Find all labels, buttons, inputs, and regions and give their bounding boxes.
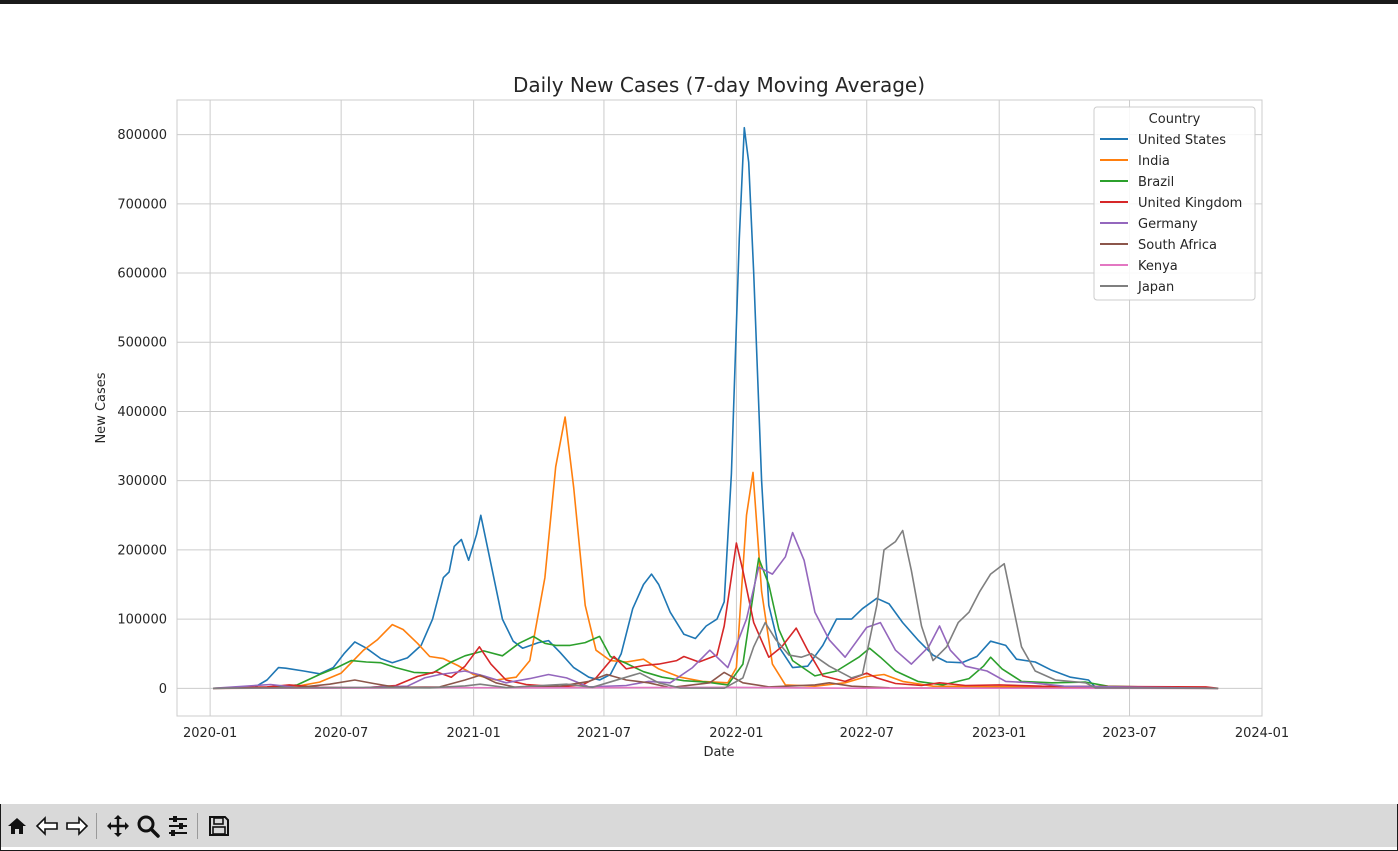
chart: 2020-01 2020-07 2021-01 2021-07 2022-01 2022-…	[94, 73, 1290, 760]
x-tick-label: 2022-01	[709, 726, 763, 741]
zoom-icon	[137, 815, 160, 838]
pan-button[interactable]	[104, 811, 132, 841]
series-line-brazil	[212, 557, 1219, 690]
y-tick-label: 200000	[117, 543, 167, 558]
legend-entry: Japan	[1137, 280, 1174, 295]
series-line-germany	[212, 531, 1219, 690]
x-tick-label: 2024-01	[1235, 726, 1289, 741]
y-tick-label: 500000	[117, 336, 167, 351]
y-tick-label: 300000	[117, 474, 167, 489]
legend-entry: United Kingdom	[1138, 196, 1242, 211]
toolbar-separator	[96, 812, 97, 839]
x-tick-label: 2021-01	[446, 726, 500, 741]
configure-subplots-button[interactable]	[164, 811, 192, 841]
series-group	[212, 126, 1219, 690]
chart-title: Daily New Cases (7-day Moving Average)	[513, 73, 925, 97]
forward-icon	[66, 815, 89, 836]
back-icon	[35, 815, 58, 836]
x-tick-label: 2023-01	[972, 726, 1026, 741]
pan-icon	[107, 814, 129, 837]
series-line-japan	[212, 529, 1219, 690]
save-button[interactable]	[205, 811, 233, 841]
x-tick-label: 2021-07	[577, 726, 631, 741]
series-line-united-states	[212, 126, 1219, 690]
y-tick-label: 100000	[117, 613, 167, 628]
zoom-button[interactable]	[134, 811, 162, 841]
save-icon	[209, 815, 229, 836]
legend-title: Country	[1149, 112, 1201, 127]
legend-entry: Brazil	[1138, 175, 1174, 190]
y-axis-label: New Cases	[94, 372, 109, 443]
series-line-india	[212, 416, 1219, 690]
legend-box	[1093, 106, 1256, 301]
home-icon	[8, 817, 26, 834]
legend-entry: Kenya	[1138, 259, 1178, 274]
y-tick-label: 700000	[117, 197, 167, 212]
x-tick-label: 2023-07	[1102, 726, 1156, 741]
grid	[177, 100, 1263, 716]
configure-subplots-icon	[169, 815, 187, 836]
back-button[interactable]	[33, 811, 61, 841]
legend-entry: United States	[1138, 133, 1226, 148]
y-tick-label: 600000	[117, 267, 167, 282]
x-tick-label: 2022-07	[840, 726, 894, 741]
legend: Country United States India Brazil United Ki…	[1093, 106, 1256, 301]
legend-entry: Germany	[1138, 217, 1198, 232]
legend-entry: India	[1138, 154, 1170, 169]
y-tick-label: 800000	[117, 128, 167, 143]
forward-button[interactable]	[63, 811, 91, 841]
y-tick-label: 400000	[117, 405, 167, 420]
series-line-south-africa	[212, 671, 1219, 690]
y-tick-label: 0	[159, 682, 167, 697]
toolbar-separator	[197, 812, 198, 839]
toolbar	[1, 804, 1397, 847]
legend-entry: South Africa	[1138, 238, 1217, 253]
tick-labels: 2020-01 2020-07 2021-01 2021-07 2022-01 2022-…	[117, 128, 1289, 741]
x-tick-label: 2020-01	[183, 726, 237, 741]
x-tick-label: 2020-07	[314, 726, 368, 741]
x-axis-label: Date	[703, 745, 734, 760]
home-button[interactable]	[3, 811, 31, 841]
